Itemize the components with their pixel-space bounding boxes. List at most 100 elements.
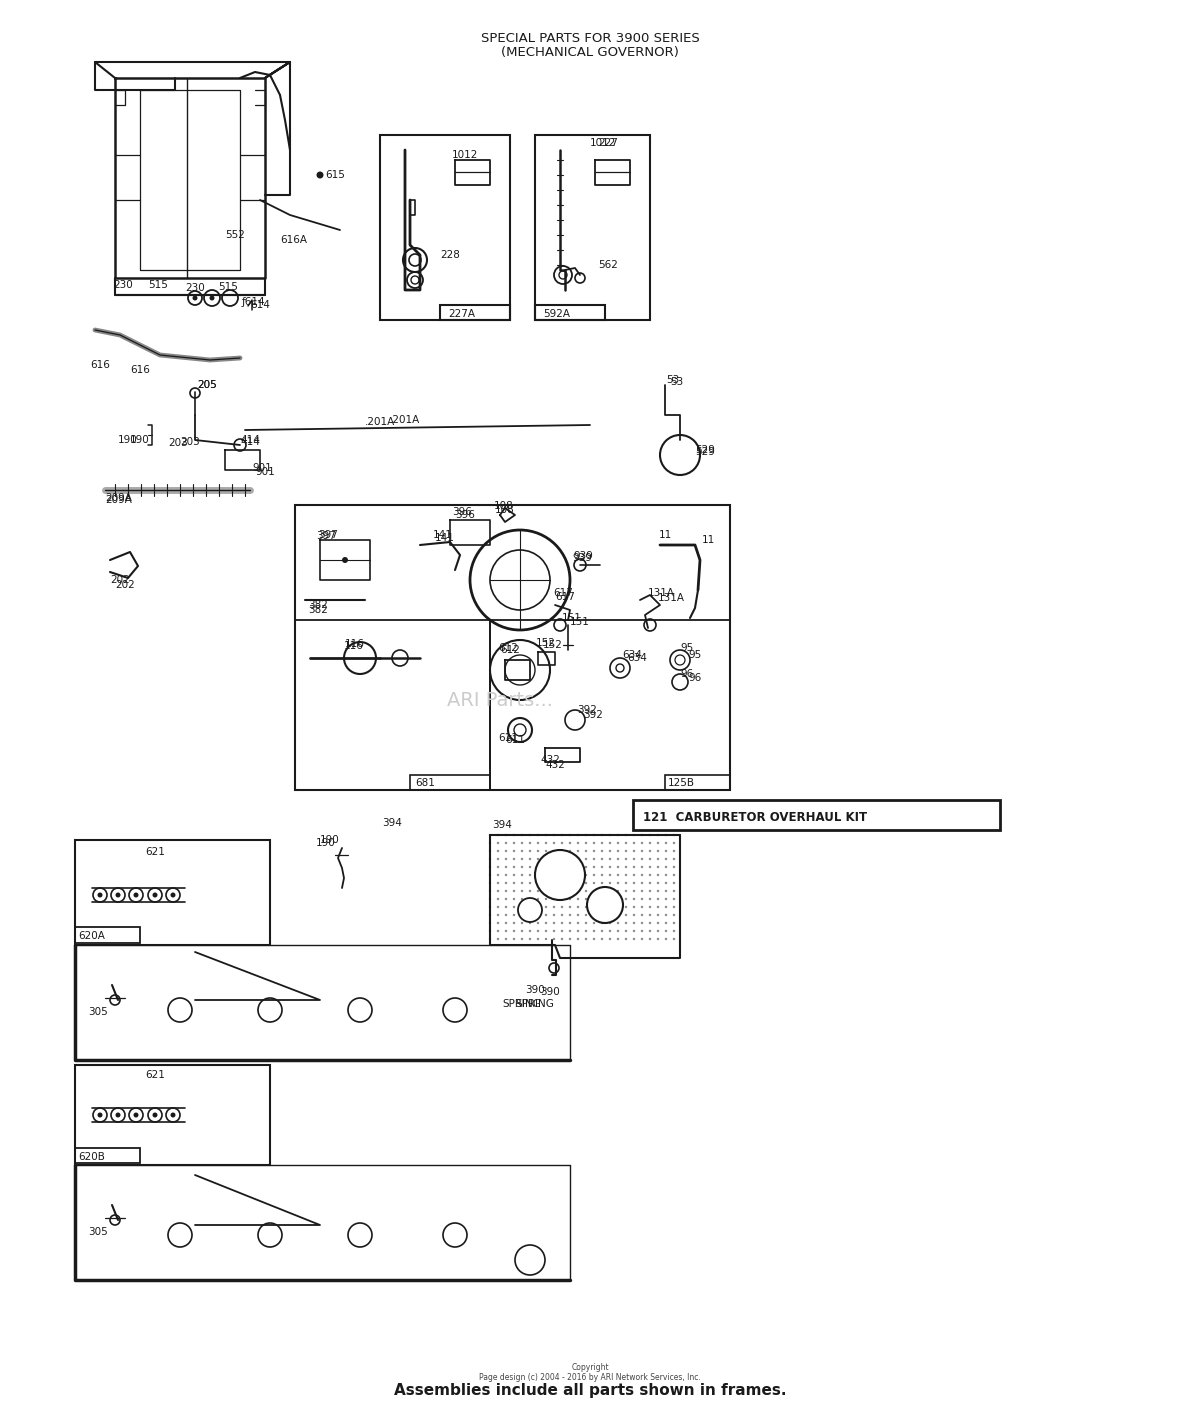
Circle shape [577, 890, 579, 892]
Circle shape [609, 898, 611, 901]
Circle shape [505, 937, 507, 940]
Circle shape [505, 842, 507, 845]
Circle shape [552, 857, 556, 860]
Text: 230: 230 [113, 280, 133, 290]
Circle shape [537, 850, 539, 852]
Circle shape [529, 922, 531, 925]
Circle shape [545, 850, 548, 852]
Circle shape [529, 906, 531, 908]
Text: 611: 611 [498, 733, 518, 743]
Circle shape [552, 922, 556, 925]
Circle shape [545, 890, 548, 892]
Circle shape [497, 881, 499, 884]
Circle shape [657, 881, 660, 884]
Circle shape [489, 866, 491, 869]
Circle shape [673, 913, 675, 916]
Circle shape [641, 850, 643, 852]
Text: 382: 382 [308, 600, 328, 609]
Circle shape [624, 834, 628, 836]
Bar [295, 621, 490, 790]
Circle shape [505, 857, 507, 860]
Circle shape [624, 842, 628, 845]
Text: 305: 305 [88, 1227, 107, 1237]
Circle shape [632, 906, 635, 908]
Bar [76, 1065, 270, 1166]
Circle shape [569, 930, 571, 932]
Circle shape [673, 850, 675, 852]
Circle shape [442, 1223, 467, 1247]
Circle shape [601, 866, 603, 869]
Circle shape [537, 890, 539, 892]
Circle shape [529, 857, 531, 860]
Circle shape [545, 834, 548, 836]
Circle shape [592, 922, 595, 925]
Circle shape [552, 874, 556, 876]
Circle shape [545, 866, 548, 869]
Circle shape [649, 842, 651, 845]
Circle shape [641, 890, 643, 892]
Circle shape [601, 906, 603, 908]
Text: 230: 230 [185, 283, 205, 293]
Text: 228: 228 [440, 249, 460, 261]
Text: 414: 414 [240, 434, 260, 446]
Circle shape [673, 906, 675, 908]
Circle shape [133, 892, 138, 898]
Circle shape [673, 890, 675, 892]
Circle shape [569, 906, 571, 908]
Circle shape [657, 890, 660, 892]
Circle shape [520, 937, 523, 940]
Circle shape [569, 890, 571, 892]
Text: 616: 616 [90, 360, 110, 370]
Circle shape [529, 930, 531, 932]
Text: 621: 621 [145, 848, 165, 857]
Circle shape [673, 874, 675, 876]
Circle shape [609, 834, 611, 836]
Circle shape [609, 890, 611, 892]
Circle shape [577, 866, 579, 869]
Circle shape [513, 866, 516, 869]
Text: SPRING: SPRING [502, 999, 540, 1009]
Circle shape [624, 857, 628, 860]
Circle shape [489, 937, 491, 940]
Bar [76, 1147, 140, 1163]
Circle shape [497, 930, 499, 932]
Circle shape [617, 866, 620, 869]
Text: 1012: 1012 [452, 150, 478, 160]
Text: 617: 617 [555, 593, 575, 602]
Bar [632, 800, 999, 829]
Text: 131A: 131A [648, 588, 675, 598]
Circle shape [489, 834, 491, 836]
Circle shape [497, 913, 499, 916]
Circle shape [632, 881, 635, 884]
Circle shape [513, 842, 516, 845]
Circle shape [617, 898, 620, 901]
Circle shape [577, 913, 579, 916]
Circle shape [529, 874, 531, 876]
Circle shape [585, 922, 588, 925]
Circle shape [133, 1112, 138, 1118]
Circle shape [601, 850, 603, 852]
Text: 141: 141 [435, 532, 454, 544]
Circle shape [577, 842, 579, 845]
Circle shape [632, 913, 635, 916]
Circle shape [489, 898, 491, 901]
Text: 227A: 227A [448, 310, 476, 319]
Bar [409, 775, 490, 790]
Circle shape [624, 913, 628, 916]
Circle shape [520, 913, 523, 916]
Circle shape [641, 937, 643, 940]
Circle shape [552, 913, 556, 916]
Circle shape [657, 842, 660, 845]
Circle shape [585, 866, 588, 869]
Circle shape [560, 866, 563, 869]
Circle shape [657, 850, 660, 852]
Circle shape [592, 890, 595, 892]
Circle shape [489, 922, 491, 925]
Circle shape [609, 850, 611, 852]
Circle shape [624, 881, 628, 884]
Circle shape [577, 906, 579, 908]
Circle shape [210, 296, 215, 300]
Circle shape [152, 1112, 157, 1118]
Circle shape [537, 834, 539, 836]
Circle shape [569, 874, 571, 876]
